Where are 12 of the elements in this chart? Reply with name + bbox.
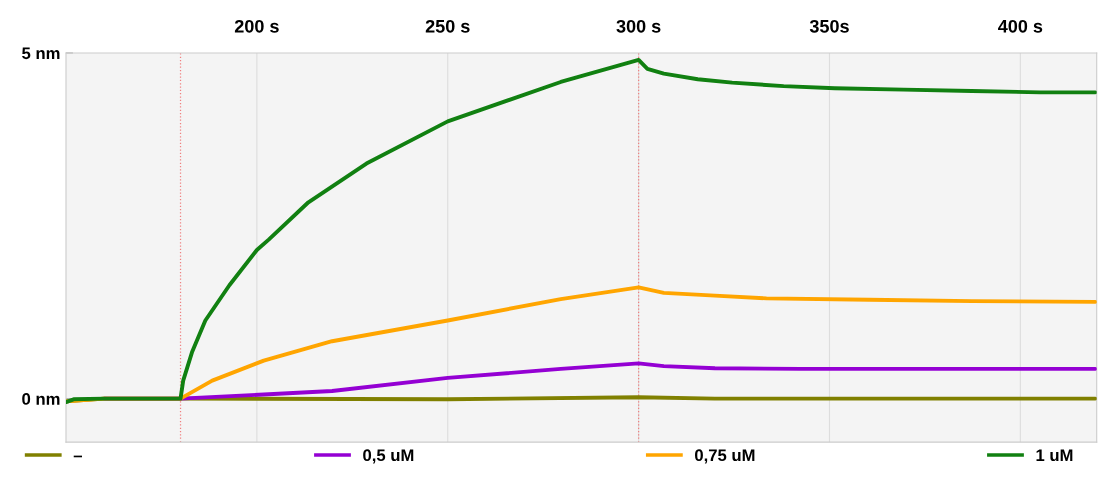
x-tick-label: 300 s (616, 19, 661, 33)
line-series (66, 57, 1097, 405)
x-tick-label: 200 s (234, 19, 279, 33)
legend-label: – (73, 455, 82, 458)
y-tick-label: 5 nm (22, 47, 60, 60)
x-tick-label: 350s (809, 19, 849, 33)
y-tick-label: 0 nm (22, 393, 60, 405)
x-tick-label: 250 s (425, 19, 470, 33)
legend-label: 1 uM (1036, 449, 1073, 462)
legend-label: 0,5 uM (363, 449, 414, 464)
x-tick-label: 400 s (998, 19, 1043, 33)
legend-label: 0,75 uM (695, 449, 755, 464)
